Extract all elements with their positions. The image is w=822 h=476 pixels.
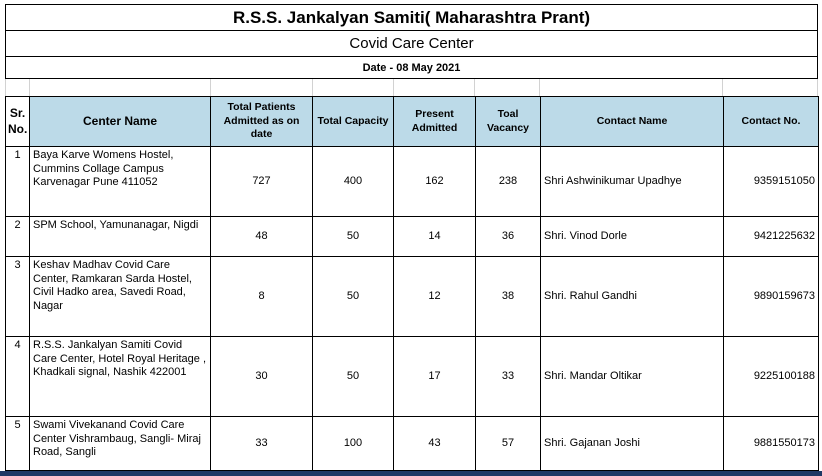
- cell-center: R.S.S. Jankalyan Samiti Covid Care Cente…: [29, 336, 211, 417]
- cell-vacancy: 57: [475, 416, 541, 471]
- covid-care-center-table: Sr. No. Center Name Total Patients Admit…: [5, 96, 819, 471]
- spacer-cell: [313, 79, 394, 96]
- cell-total-admitted: 8: [210, 256, 313, 337]
- cell-center: Swami Vivekanand Covid Care Center Vishr…: [29, 416, 211, 471]
- table-body: 1 Baya Karve Womens Hostel, Cummins Colla…: [5, 146, 819, 471]
- cell-total-admitted: 48: [210, 216, 313, 257]
- cell-contact-no: 9421225632: [723, 216, 819, 257]
- cell-vacancy: 38: [475, 256, 541, 337]
- col-header-toal-vacancy: Toal Vacancy: [475, 96, 541, 147]
- cell-total-admitted: 33: [210, 416, 313, 471]
- spacer-cell: [540, 79, 724, 96]
- cell-present: 17: [393, 336, 476, 417]
- cell-center: Baya Karve Womens Hostel, Cummins Collag…: [29, 146, 211, 217]
- cell-sr: 5: [5, 416, 30, 471]
- cell-contact-name: Shri. Vinod Dorle: [540, 216, 724, 257]
- table-row: 1 Baya Karve Womens Hostel, Cummins Colla…: [5, 146, 819, 217]
- cell-contact-name: Shri Ashwinikumar Upadhye: [540, 146, 724, 217]
- cell-vacancy: 238: [475, 146, 541, 217]
- cell-contact-name: Shri. Mandar Oltikar: [540, 336, 724, 417]
- cell-present: 162: [393, 146, 476, 217]
- cell-capacity: 400: [312, 146, 394, 217]
- cell-contact-name: Shri. Gajanan Joshi: [540, 416, 724, 471]
- cell-sr: 3: [5, 256, 30, 337]
- cell-contact-no: 9890159673: [723, 256, 819, 337]
- cell-capacity: 50: [312, 216, 394, 257]
- cell-vacancy: 36: [475, 216, 541, 257]
- col-header-total-capacity: Total Capacity: [312, 96, 394, 147]
- table-row: 3 Keshav Madhav Covid Care Center, Ramkar…: [5, 256, 819, 337]
- cell-total-admitted: 30: [210, 336, 313, 417]
- cell-sr: 1: [5, 146, 30, 217]
- spacer-cell: [394, 79, 476, 96]
- table-row: 2 SPM School, Yamunanagar, Nigdi 48 50 14 36 S…: [5, 216, 819, 257]
- col-header-present-admitted: Present Admitted: [393, 96, 476, 147]
- spacer-row: [5, 79, 819, 96]
- cell-present: 12: [393, 256, 476, 337]
- spacer-cell: [30, 79, 211, 96]
- spacer-cell: [475, 79, 541, 96]
- cell-present: 14: [393, 216, 476, 257]
- table-header-row: Sr. No. Center Name Total Patients Admit…: [5, 96, 819, 147]
- cell-center: Keshav Madhav Covid Care Center, Ramkara…: [29, 256, 211, 337]
- cell-center: SPM School, Yamunanagar, Nigdi: [29, 216, 211, 257]
- col-header-total-patients: Total Patients Admitted as on date: [210, 96, 313, 147]
- table-row: 5 Swami Vivekanand Covid Care Center Vish…: [5, 416, 819, 471]
- document-subtitle: Covid Care Center: [5, 30, 818, 57]
- cell-contact-name: Shri. Rahul Gandhi: [540, 256, 724, 337]
- sheet: R.S.S. Jankalyan Samiti( Maharashtra Pra…: [5, 4, 819, 471]
- cell-present: 43: [393, 416, 476, 471]
- col-header-contact-no: Contact No.: [723, 96, 819, 147]
- next-row-partial-bar: [0, 471, 822, 476]
- cell-capacity: 100: [312, 416, 394, 471]
- document-title: R.S.S. Jankalyan Samiti( Maharashtra Pra…: [5, 4, 818, 31]
- cell-capacity: 50: [312, 336, 394, 417]
- cell-capacity: 50: [312, 256, 394, 337]
- cell-contact-no: 9225100188: [723, 336, 819, 417]
- cell-contact-no: 9359151050: [723, 146, 819, 217]
- cell-contact-no: 9881550173: [723, 416, 819, 471]
- cell-sr: 2: [5, 216, 30, 257]
- cell-vacancy: 33: [475, 336, 541, 417]
- document-date: Date - 08 May 2021: [5, 56, 818, 79]
- table-row: 4 R.S.S. Jankalyan Samiti Covid Care Cent…: [5, 336, 819, 417]
- col-header-contact-name: Contact Name: [540, 96, 724, 147]
- spacer-cell: [723, 79, 819, 96]
- col-header-center-name: Center Name: [29, 96, 211, 147]
- col-header-sr-no: Sr. No.: [5, 96, 30, 147]
- spacer-cell: [211, 79, 313, 96]
- cell-total-admitted: 727: [210, 146, 313, 217]
- spacer-cell: [6, 79, 30, 96]
- cell-sr: 4: [5, 336, 30, 417]
